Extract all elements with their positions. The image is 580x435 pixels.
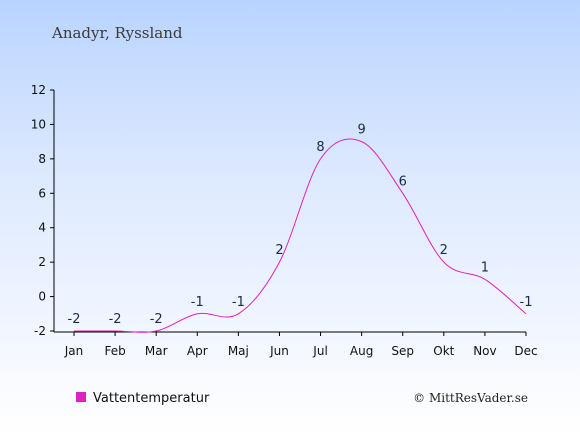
x-tick-label: Sep — [391, 344, 414, 358]
axes — [50, 89, 527, 336]
y-tick-label: 8 — [38, 152, 46, 166]
credit-text: © MittResVader.se — [413, 391, 528, 405]
x-tick-label: Jan — [64, 344, 84, 358]
y-tick-label: 0 — [38, 290, 46, 304]
x-tick-label: Okt — [433, 344, 454, 358]
data-label: 2 — [275, 243, 283, 258]
x-tick-label: Feb — [104, 344, 125, 358]
data-labels: -2 -2 -2 -1 -1 2 8 9 6 2 1 -1 — [68, 123, 533, 327]
data-label: -1 — [520, 295, 533, 310]
chart-title: Anadyr, Ryssland — [51, 24, 183, 42]
data-label: -1 — [191, 295, 204, 310]
data-label: -2 — [109, 312, 122, 327]
data-label: 2 — [440, 243, 448, 258]
data-label: 1 — [481, 260, 489, 275]
y-tick-label: -2 — [34, 324, 46, 338]
y-tick-label: 10 — [31, 117, 46, 131]
y-tick-label: 6 — [38, 186, 46, 200]
y-tick-label: 12 — [31, 83, 46, 97]
y-tick-label: 2 — [38, 255, 46, 269]
legend-swatch — [76, 392, 86, 402]
data-label: -2 — [150, 312, 163, 327]
x-tick-label: Jun — [269, 344, 289, 358]
y-tick-label: 4 — [38, 221, 46, 235]
x-tick-label: Apr — [187, 344, 208, 358]
x-tick-label: Mar — [145, 344, 168, 358]
x-tick-label: Aug — [350, 344, 373, 358]
x-tick-label: Jul — [312, 344, 327, 358]
data-label: 8 — [316, 140, 324, 155]
x-tick-label: Maj — [228, 344, 249, 358]
data-label: -2 — [68, 312, 81, 327]
x-tick-label: Nov — [473, 344, 496, 358]
data-label: 9 — [357, 123, 365, 138]
x-tick-label: Dec — [514, 344, 537, 358]
legend-label: Vattentemperatur — [93, 391, 210, 406]
series-line-vattentemperatur — [74, 138, 527, 333]
series-layer — [74, 138, 527, 333]
data-label: -1 — [232, 295, 245, 310]
data-label: 6 — [399, 174, 407, 189]
